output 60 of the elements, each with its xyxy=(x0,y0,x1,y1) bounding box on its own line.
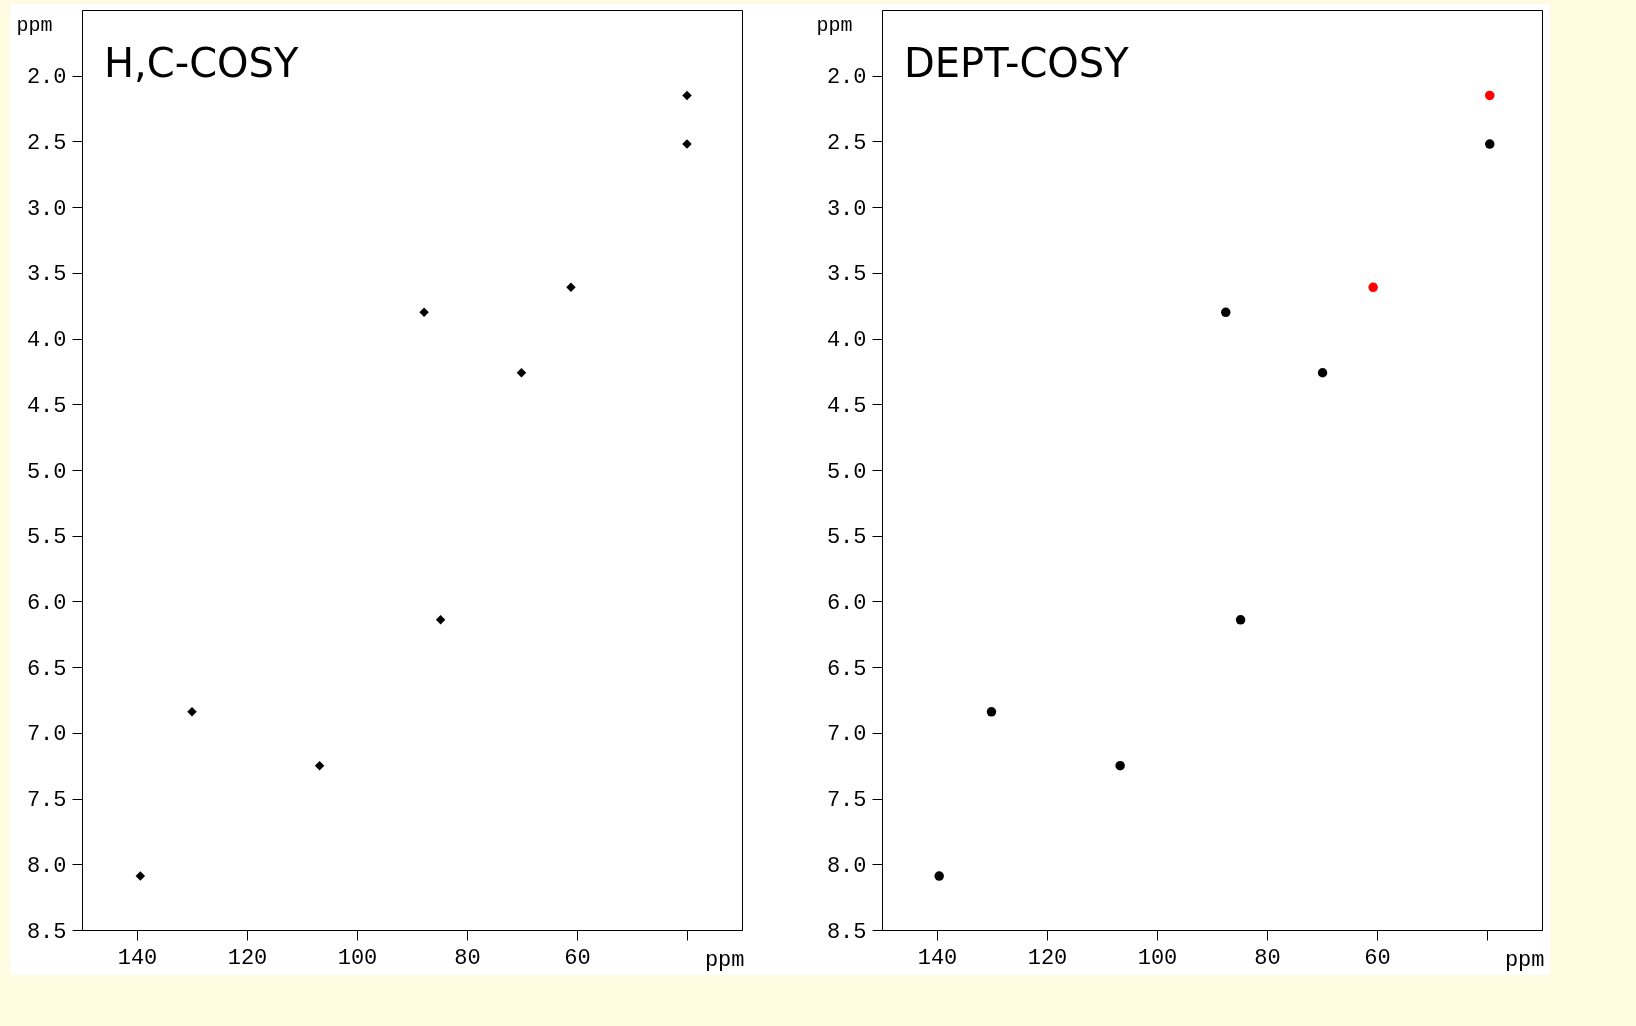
y-tick-label: 6.5 xyxy=(26,656,67,682)
x-tick-label: 140 xyxy=(117,945,158,971)
y-tick-label: 4.5 xyxy=(26,393,67,419)
y-tick-label: 7.0 xyxy=(826,722,867,748)
y-tick-label: 2.5 xyxy=(826,130,867,156)
x-tick-label: 60 xyxy=(564,945,591,971)
x-tick-label: 120 xyxy=(1027,945,1068,971)
point xyxy=(986,707,997,717)
y-tick-label: 8.5 xyxy=(26,919,67,945)
y-tick-label: 8.5 xyxy=(826,919,867,945)
y-tick-label: 7.5 xyxy=(826,788,867,814)
y-tick-label: 3.5 xyxy=(26,262,67,288)
x-axis-title: ppm xyxy=(704,947,745,973)
y-tick-label: 3.0 xyxy=(26,196,67,222)
y-tick-label: 8.0 xyxy=(826,853,867,879)
point xyxy=(1485,139,1495,149)
point xyxy=(1235,615,1246,625)
point xyxy=(682,90,692,101)
point xyxy=(1221,307,1231,318)
point xyxy=(135,871,146,881)
y-tick-label: 6.0 xyxy=(26,590,67,616)
y-axis-title: ppm xyxy=(816,13,853,37)
point xyxy=(314,760,325,771)
point xyxy=(934,871,944,881)
y-tick-label: 4.5 xyxy=(826,393,867,419)
point xyxy=(566,282,576,293)
x-tick-label: 60 xyxy=(1364,945,1391,971)
text: H,C-COSY xyxy=(104,40,299,86)
y-tick-label: 6.0 xyxy=(826,590,867,616)
y-tick-label: 4.0 xyxy=(826,328,867,354)
y-tick-label: 2.0 xyxy=(26,65,67,91)
x-axis-title: ppm xyxy=(1504,947,1545,973)
y-tick-label: 7.5 xyxy=(26,788,67,814)
x-tick-label: 80 xyxy=(1254,945,1281,971)
x-tick-label: 140 xyxy=(917,945,958,971)
point xyxy=(516,368,527,378)
point xyxy=(1485,90,1495,101)
y-tick-label: 3.0 xyxy=(826,196,867,222)
y-tick-label: 2.5 xyxy=(26,130,67,156)
x-tick-label: 120 xyxy=(227,945,268,971)
y-tick-label: 2.0 xyxy=(826,65,867,91)
y-tick-label: 5.0 xyxy=(26,459,67,485)
y-tick-label: 3.5 xyxy=(826,262,867,288)
text: DEPT-COSY xyxy=(904,40,1130,86)
y-tick-label: 5.0 xyxy=(826,459,867,485)
y-tick-label: 7.0 xyxy=(26,722,67,748)
y-axis-title: ppm xyxy=(16,13,53,37)
y-tick-label: 6.5 xyxy=(826,656,867,682)
y-tick-label: 5.5 xyxy=(826,525,867,551)
x-tick-label: 100 xyxy=(1137,945,1178,971)
y-tick-label: 4.0 xyxy=(26,328,67,354)
x-tick-label: 100 xyxy=(337,945,378,971)
point xyxy=(1115,760,1125,771)
point xyxy=(1368,282,1378,293)
point xyxy=(435,615,446,625)
point xyxy=(419,307,429,318)
point xyxy=(1317,368,1328,378)
x-tick-label: 80 xyxy=(454,945,481,971)
y-tick-label: 5.5 xyxy=(26,525,67,551)
y-tick-label: 8.0 xyxy=(26,853,67,879)
